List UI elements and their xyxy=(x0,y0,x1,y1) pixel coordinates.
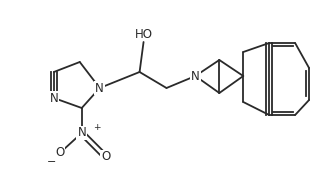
Text: HO: HO xyxy=(135,28,153,41)
Text: +: + xyxy=(93,122,100,132)
Text: O: O xyxy=(55,147,65,159)
Text: −: − xyxy=(47,157,57,167)
Text: N: N xyxy=(49,92,58,105)
Text: O: O xyxy=(101,151,110,164)
Text: N: N xyxy=(77,127,86,139)
Text: N: N xyxy=(95,82,104,95)
Text: N: N xyxy=(191,70,200,83)
